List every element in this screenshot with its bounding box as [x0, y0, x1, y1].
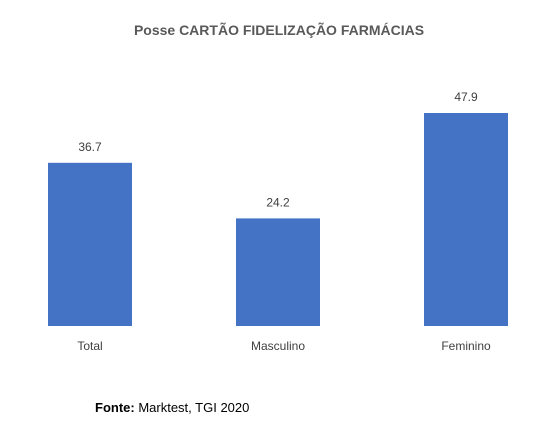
bar-feminino: [424, 113, 508, 326]
tick-label-masculino: Masculino: [251, 339, 305, 353]
data-labels-layer: 36.7 24.2 47.9: [78, 90, 478, 209]
source-note: Fonte: Marktest, TGI 2020: [95, 400, 249, 415]
bars-layer: [48, 113, 508, 326]
data-label-feminino: 47.9: [454, 90, 478, 104]
chart-title: Posse CARTÃO FIDELIZAÇÃO FARMÁCIAS: [134, 21, 424, 38]
bar-total: [48, 162, 132, 326]
source-text: Marktest, TGI 2020: [134, 400, 250, 415]
category-axis: Total Masculino Feminino: [77, 339, 491, 353]
source-label: Fonte:: [95, 400, 135, 415]
tick-label-feminino: Feminino: [441, 339, 491, 353]
data-label-total: 36.7: [78, 140, 102, 154]
tick-label-total: Total: [77, 339, 102, 353]
data-label-masculino: 24.2: [266, 195, 290, 209]
bar-masculino: [236, 218, 320, 326]
